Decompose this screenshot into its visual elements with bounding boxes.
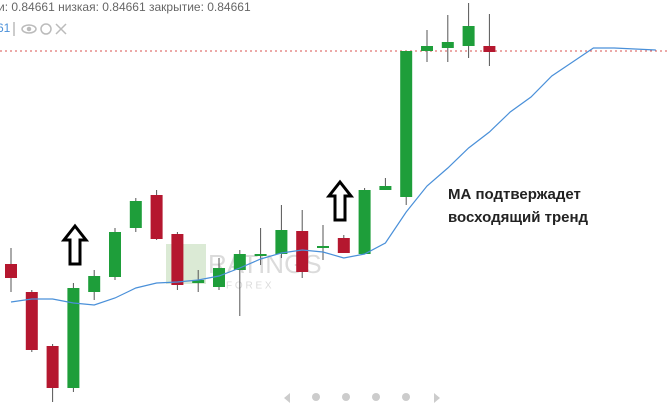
candle-body [150,195,163,239]
candle-body [88,276,101,292]
ma-line [10,47,656,306]
candle-body [296,231,309,272]
annotation: восходящий тренд [448,209,589,226]
candle-body [233,254,246,270]
up-arrow [60,179,355,266]
candle-body [317,246,329,248]
nav-icons[interactable] [284,393,440,403]
watermark-sub: F O R E X [226,281,272,292]
candle-body [275,230,288,254]
candle-body [337,238,350,253]
ohlc-header: и: 0.84661 низкая: 0.84661 закрытие: 0.8… [0,0,251,14]
candle-body [213,268,225,287]
legend-icons [13,22,67,36]
candle-body [67,288,80,388]
candle-body [483,46,496,52]
candle-body [5,264,17,278]
candle-body [462,26,475,46]
candle-body [441,42,454,48]
candle-body [171,234,184,285]
candle-body [192,280,205,283]
candle-body [379,186,392,190]
candle-body [400,51,413,197]
annotation: МА подтвержадет [448,186,581,203]
candle-body [46,346,59,388]
candle-body [254,254,267,256]
candle-body [25,292,38,350]
candle-body [109,232,121,277]
legend-value: 61 [0,21,11,35]
candle-body [358,190,371,254]
candle-body [129,201,142,228]
candle-body [421,46,433,51]
